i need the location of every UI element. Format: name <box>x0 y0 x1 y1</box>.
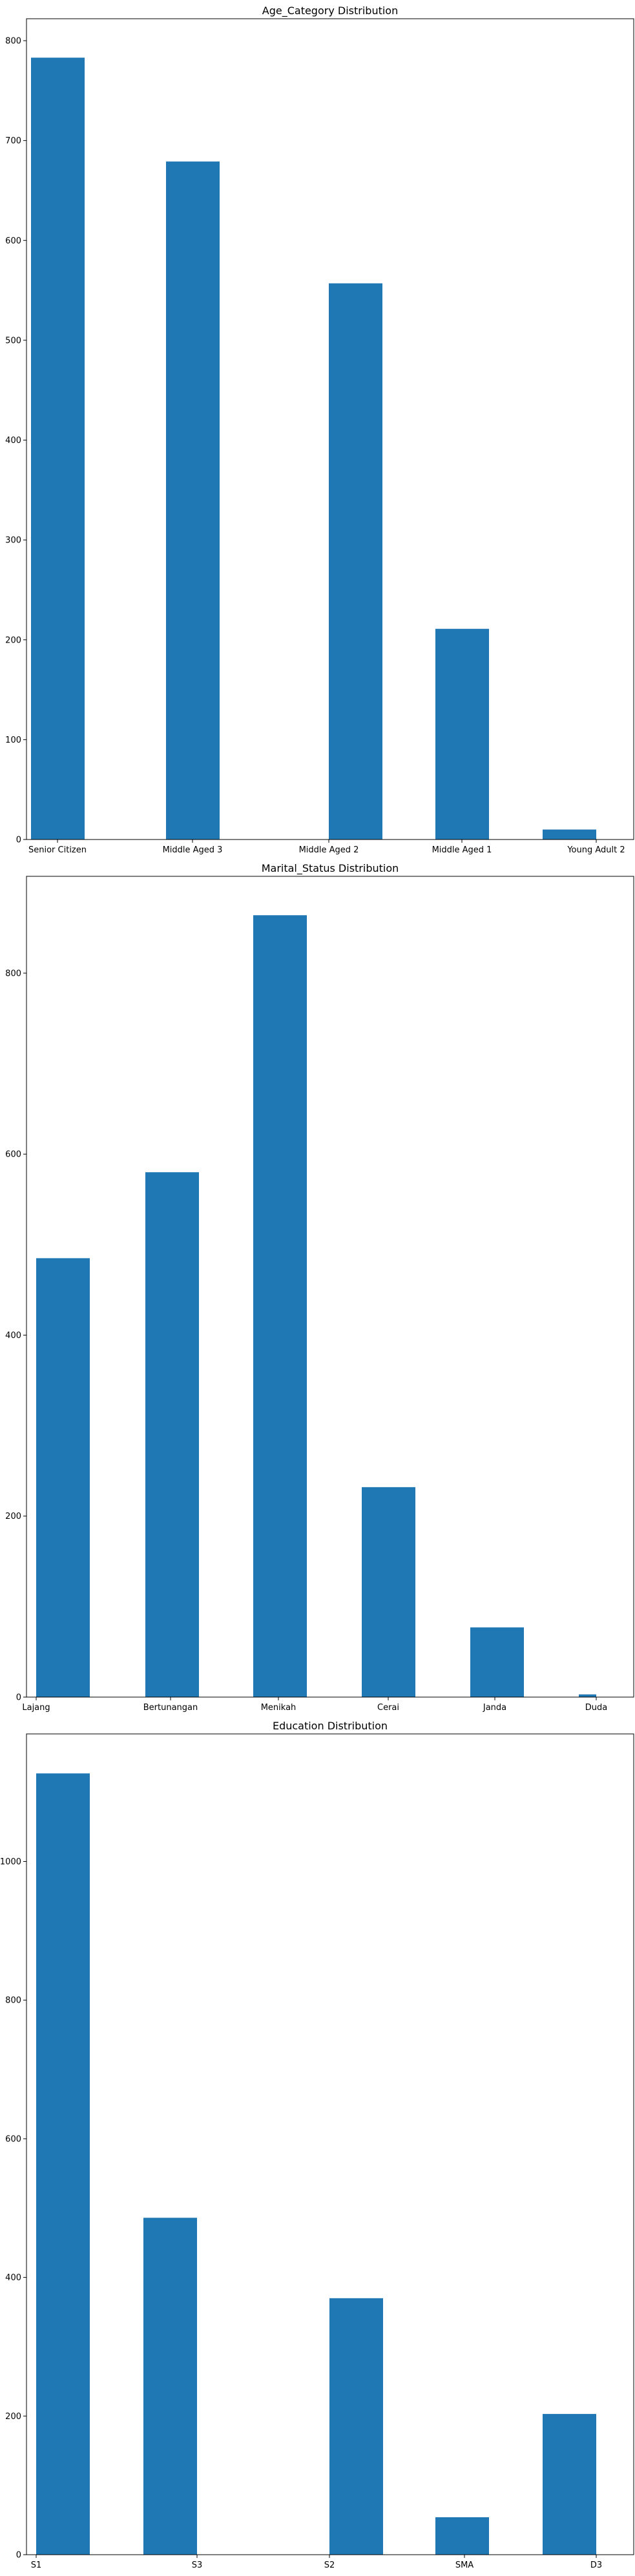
y-tick-label: 0 <box>16 836 21 845</box>
bar <box>145 1172 199 1697</box>
bar <box>143 2218 197 2555</box>
x-tick-label: Middle Aged 2 <box>299 845 359 855</box>
y-tick-label: 600 <box>5 236 21 246</box>
y-tick-label: 200 <box>5 635 21 645</box>
bar <box>543 829 596 840</box>
bar <box>543 2414 596 2555</box>
chart-title: Marital_Status Distribution <box>262 862 399 875</box>
y-tick-label: 800 <box>5 37 21 46</box>
y-tick-label: 1000 <box>0 1857 21 1867</box>
y-axis: 0 100 200 300 400 500 600 700 800 <box>5 37 26 845</box>
x-axis: S1 S3 S2 SMA D3 <box>31 2555 602 2570</box>
chart-panel-education: Education Distribution 0 200 400 600 800 1000… <box>0 1720 634 2570</box>
y-tick-label: 800 <box>5 969 21 978</box>
bar <box>329 2298 383 2555</box>
y-tick-label: 700 <box>5 136 21 146</box>
y-tick-label: 600 <box>5 1150 21 1160</box>
x-tick-label: Cerai <box>377 1703 399 1713</box>
bar <box>253 915 307 1697</box>
x-tick-label: S2 <box>324 2561 335 2570</box>
plot-frame <box>26 876 634 1698</box>
bar <box>435 2517 489 2555</box>
bar <box>579 1694 596 1697</box>
bar-group <box>36 915 596 1697</box>
x-tick-label: S1 <box>31 2561 42 2570</box>
y-tick-label: 200 <box>5 2412 21 2422</box>
y-tick-label: 600 <box>5 2134 21 2144</box>
chart-panel-age-category: Age_Category Distribution 0 100 200 300 400 5… <box>5 5 634 855</box>
bar <box>31 57 85 840</box>
y-tick-label: 400 <box>5 1331 21 1341</box>
bar <box>36 1258 90 1697</box>
bar <box>329 283 382 840</box>
x-axis: Senior Citizen Middle Aged 3 Middle Aged 2… <box>28 840 625 855</box>
x-tick-label: Senior Citizen <box>28 845 87 855</box>
x-tick-label: Janda <box>483 1703 506 1713</box>
y-axis: 0 200 400 600 800 <box>5 969 26 1703</box>
bar-group <box>36 1773 596 2555</box>
y-tick-label: 100 <box>5 736 21 745</box>
bar <box>166 161 220 840</box>
x-tick-label: Duda <box>585 1703 607 1713</box>
x-tick-label: Middle Aged 1 <box>432 845 492 855</box>
y-tick-label: 0 <box>16 2551 21 2561</box>
x-tick-label: S3 <box>192 2561 203 2570</box>
bar-group <box>31 57 596 840</box>
x-tick-label: SMA <box>455 2561 474 2570</box>
y-tick-label: 400 <box>5 436 21 446</box>
chart-title: Education Distribution <box>273 1720 388 1732</box>
y-tick-label: 0 <box>16 1693 21 1703</box>
y-tick-label: 800 <box>5 1996 21 2006</box>
bar <box>36 1773 90 2555</box>
x-tick-label: Menikah <box>261 1703 297 1713</box>
plot-frame <box>26 18 634 840</box>
y-tick-label: 200 <box>5 1512 21 1521</box>
y-tick-label: 400 <box>5 2273 21 2283</box>
bar <box>362 1487 415 1697</box>
y-tick-label: 300 <box>5 536 21 546</box>
plot-frame <box>26 1733 634 2555</box>
bar <box>435 628 489 840</box>
x-tick-label: D3 <box>590 2561 602 2570</box>
y-tick-label: 500 <box>5 336 21 345</box>
x-axis: Lajang Bertunangan Menikah Cerai Janda Duda <box>22 1697 607 1713</box>
x-tick-label: Middle Aged 3 <box>163 845 223 855</box>
x-tick-label: Young Adult 2 <box>567 845 625 855</box>
bar <box>470 1627 524 1697</box>
chart-title: Age_Category Distribution <box>262 5 398 17</box>
x-tick-label: Lajang <box>22 1703 50 1713</box>
y-axis: 0 200 400 600 800 1000 <box>0 1857 26 2561</box>
chart-panel-marital-status: Marital_Status Distribution 0 200 400 600 80… <box>5 862 634 1713</box>
x-tick-label: Bertunangan <box>143 1703 198 1713</box>
